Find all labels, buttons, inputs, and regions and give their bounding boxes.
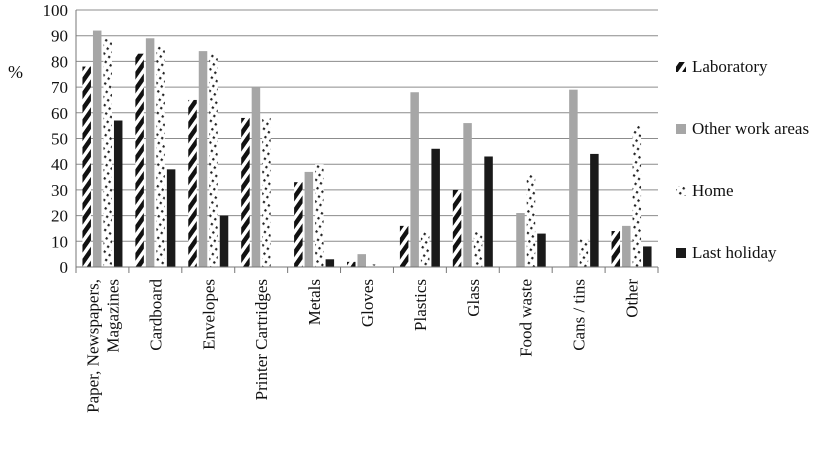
legend-label: Laboratory [692,57,768,76]
legend-label: Last holiday [692,243,777,262]
x-tick-label: Cans / tins [570,279,589,351]
legend: Laboratory Other work areas Home Last holid… [676,57,809,262]
bar-last-holiday [219,215,229,267]
y-tick-label: 40 [51,155,68,174]
y-tick-label: 0 [60,258,69,277]
legend-label: Home [692,181,734,200]
bar-other-work-areas [145,38,155,267]
x-tick-label-line: Glass [464,279,483,317]
y-tick-label: 60 [51,104,68,123]
x-tick-label: Glass [464,279,483,317]
bar-home [420,231,430,267]
axes: 0 10 20 30 40 50 60 70 80 90 100 Paper, Newspapers,… [43,1,659,413]
bar-home [156,45,165,268]
legend-label: Other work areas [692,119,809,138]
x-tick-label: Envelopes [199,279,218,350]
y-tick-label: 50 [51,130,68,149]
x-tick-label-line: Paper, Newspapers, [83,279,102,413]
bar-other-work-areas [569,89,578,267]
y-tick-label: 90 [51,27,68,46]
y-tick-label: 70 [51,78,68,97]
bar-other-work-areas [251,87,261,267]
bar-home [473,231,483,267]
x-tick-label: Metals [305,279,324,325]
x-tick-label: Printer Cartridges [252,279,271,400]
bar-laboratory [82,66,91,267]
bar-other-work-areas [410,92,419,268]
bar-home [209,53,218,267]
x-tick-label-line: Metals [305,279,324,325]
x-tick-label-line: Envelopes [199,279,218,350]
x-tick-label-line: Gloves [358,279,377,327]
bar-home [632,125,642,268]
bar-last-holiday [166,169,176,267]
legend-swatch [676,186,686,196]
bar-home [579,238,589,267]
x-tick-label-line: Cans / tins [570,279,589,351]
bar-home [315,164,324,267]
x-tick-label-line: Food waste [517,279,536,357]
x-tick-label: Food waste [517,279,536,357]
x-tick-label-line: Magazines [103,279,122,353]
bar-laboratory [294,182,303,267]
y-tick-label: 100 [43,1,69,20]
bar-laboratory [188,99,197,267]
legend-swatch [676,124,686,134]
bar-home [368,264,377,267]
y-tick-label: 10 [51,232,68,251]
bar-home [526,174,536,267]
bar-laboratory [135,53,144,267]
bar-other-work-areas [516,213,525,267]
bar-other-work-areas [357,254,366,267]
bar-last-holiday [325,259,335,267]
bar-laboratory [452,189,462,267]
y-tick-label: 30 [51,181,68,200]
x-tick-label-line: Other [623,279,642,318]
y-axis-title: % [8,62,23,82]
x-tick-label: Other [623,279,642,318]
x-tick-label: Paper, Newspapers, Magazines [83,279,122,413]
x-tick-label: Cardboard [146,279,165,351]
x-tick-label-line: Cardboard [146,279,165,351]
x-tick-label: Gloves [358,279,377,327]
bar-other-work-areas [92,30,102,268]
bar-last-holiday [537,233,546,267]
bar-other-work-areas [463,123,472,267]
bar-last-holiday [643,246,652,267]
bar-other-work-areas [622,225,631,267]
bars [82,30,652,268]
legend-swatch [676,62,686,72]
x-tick-label-line: Printer Cartridges [252,279,271,400]
legend-swatch [676,248,686,258]
bar-laboratory [399,225,409,267]
bar-last-holiday [484,156,493,267]
bar-laboratory [347,261,356,267]
y-axis-title-group: % [8,62,23,82]
bar-last-holiday [113,120,123,267]
bar-laboratory [241,117,250,267]
y-tick-label: 80 [51,52,68,71]
bar-laboratory [611,231,621,267]
bar-other-work-areas [198,51,208,268]
bar-home [262,117,271,267]
bar-last-holiday [590,153,599,267]
y-tick-label: 20 [51,207,68,226]
bar-other-work-areas [304,171,314,267]
bar-home [103,38,112,267]
x-tick-label-line: Plastics [411,279,430,331]
x-tick-label: Plastics [411,279,430,331]
bar-last-holiday [431,148,440,267]
